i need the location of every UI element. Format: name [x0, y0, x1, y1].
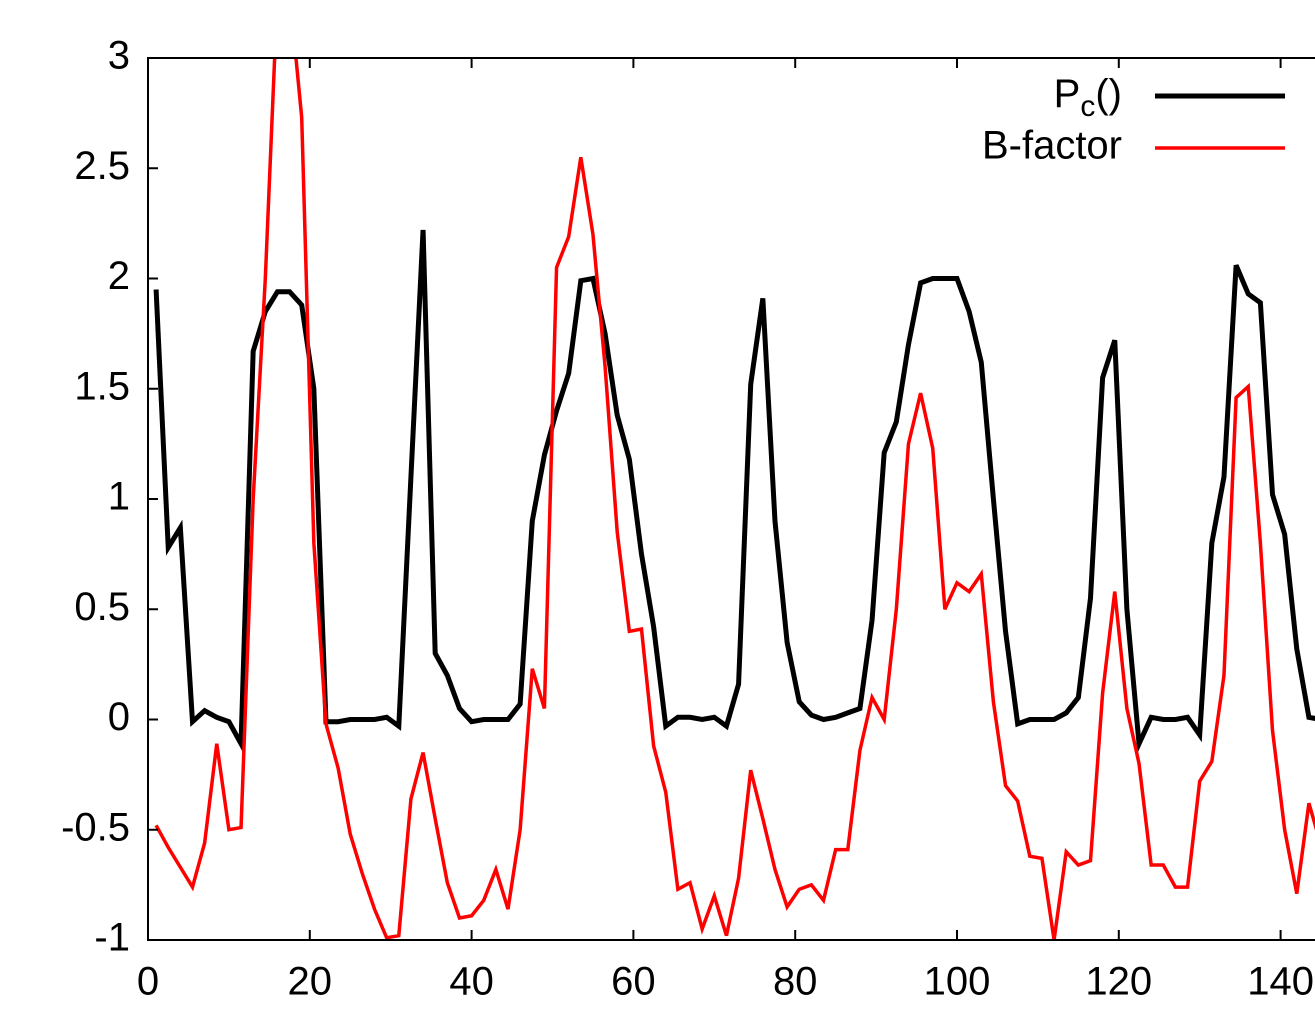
y-tick-label: 2.5 [74, 144, 130, 188]
x-tick-label: 100 [924, 960, 991, 1004]
y-tick-label: -0.5 [61, 805, 130, 849]
y-tick-label: 0.5 [74, 585, 130, 629]
series-line [153, 229, 1315, 754]
x-tick-label: 40 [449, 960, 494, 1004]
x-tick-label: 0 [137, 960, 159, 1004]
y-tick-label: 1 [108, 475, 130, 519]
series-line [154, 58, 1315, 940]
y-tick-label: -1 [94, 916, 130, 960]
x-tick-label: 20 [288, 960, 333, 1004]
plot-frame [147, 57, 1315, 941]
x-tick-label: 60 [611, 960, 656, 1004]
legend-label: Pc() [1054, 72, 1122, 123]
y-tick-label: 1.5 [74, 364, 130, 408]
x-tick-label: 140 [1247, 960, 1314, 1004]
legend-label: B-factor [982, 124, 1122, 168]
y-tick-label: 2 [108, 254, 130, 298]
y-tick-label: 0 [108, 695, 130, 739]
x-tick-label: 80 [773, 960, 818, 1004]
x-tick-label: 120 [1085, 960, 1152, 1004]
plot-lines [153, 58, 1315, 940]
y-tick-label: 3 [108, 34, 130, 78]
